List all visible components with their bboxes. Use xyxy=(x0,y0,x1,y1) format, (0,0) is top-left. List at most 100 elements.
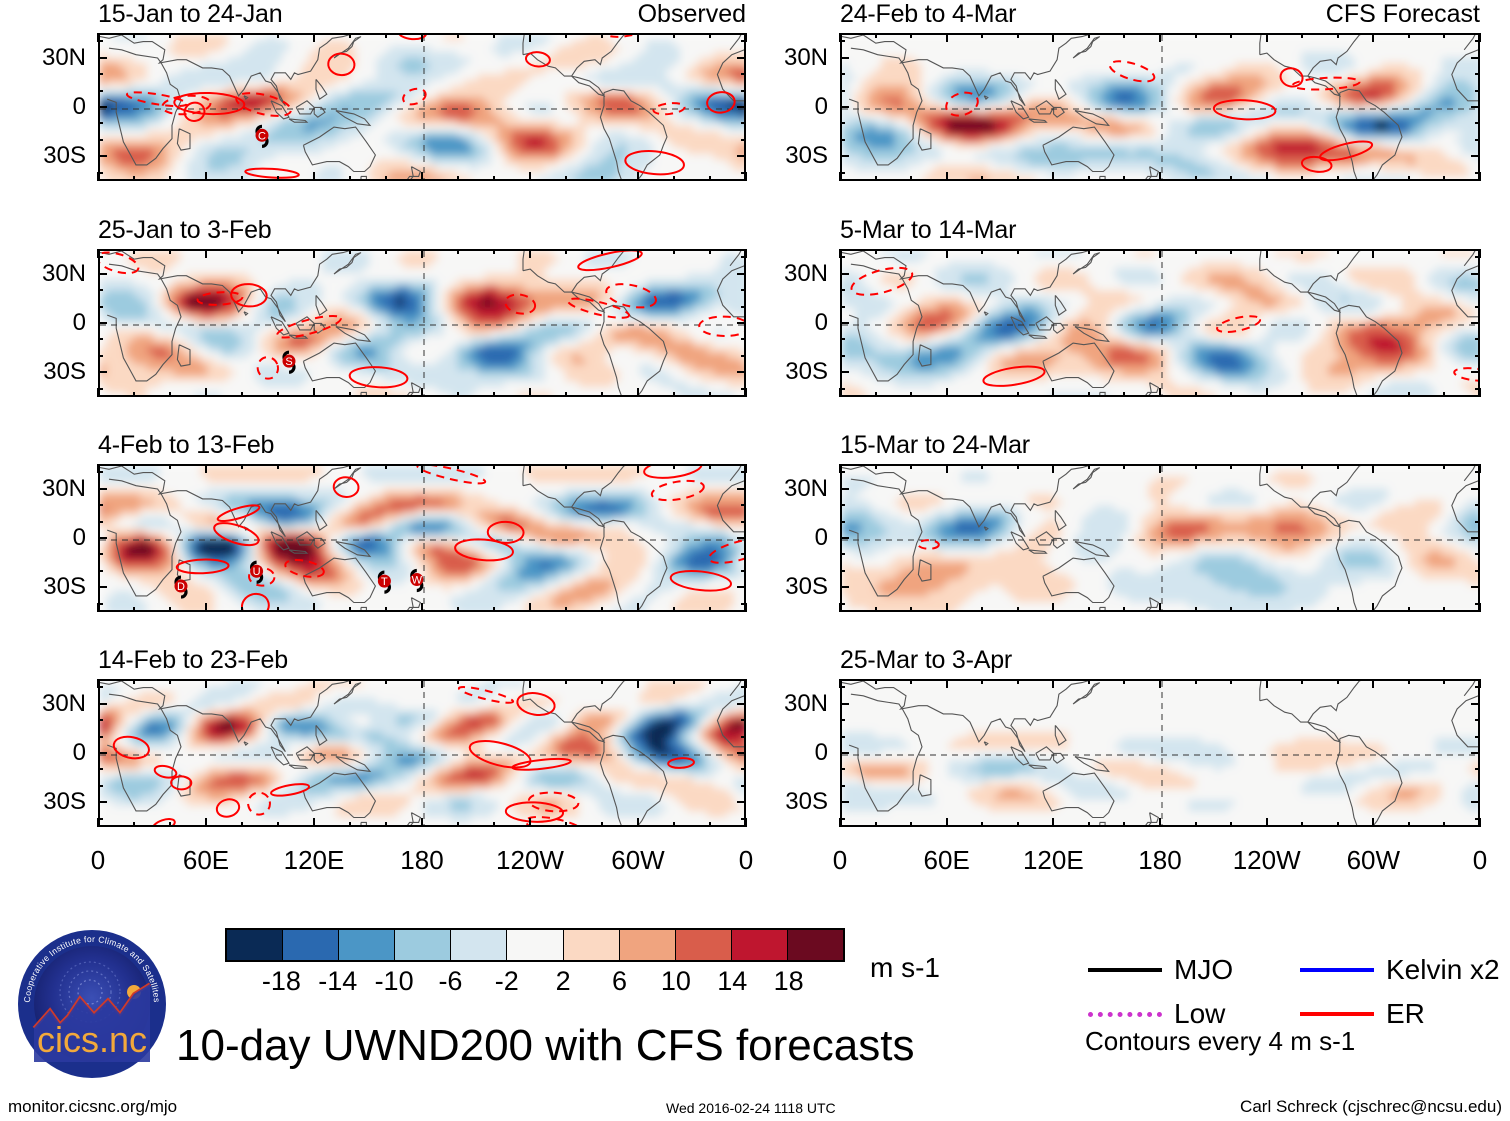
axis-tick xyxy=(1372,818,1375,827)
axis-tick xyxy=(98,768,103,771)
logo-mountain-fill xyxy=(34,984,150,1062)
axis-tick xyxy=(737,487,746,490)
page-title: 10-day UWND200 with CFS forecasts xyxy=(176,1024,914,1068)
map-canvas xyxy=(840,249,1480,397)
axis-tick xyxy=(1301,176,1304,181)
colorbar-swatches xyxy=(225,928,845,962)
axis-tick xyxy=(349,607,351,612)
axis-tick xyxy=(840,305,845,308)
axis-tick xyxy=(205,33,207,42)
footer-url[interactable]: monitor.cicsnc.org/mjo xyxy=(8,1098,177,1115)
axis-tick xyxy=(529,388,531,397)
axis-tick xyxy=(910,679,913,684)
storm-marker-label: D xyxy=(177,581,185,593)
axis-tick xyxy=(98,752,107,754)
axis-tick xyxy=(601,822,603,827)
axis-tick xyxy=(1443,33,1446,38)
axis-tick xyxy=(1123,249,1126,254)
axis-tick xyxy=(741,122,746,125)
axis-tick xyxy=(98,387,103,390)
colorbar-tick-label: 18 xyxy=(774,968,804,995)
er-contours xyxy=(100,251,744,389)
map-panel-cfs-4: 25-Mar to 3-Apr 30N 0 30S xyxy=(750,648,1482,833)
axis-tick xyxy=(737,155,746,158)
footer-timestamp: Wed 2016-02-24 1118 UTC xyxy=(666,1100,836,1117)
axis-tick xyxy=(1372,172,1375,181)
legend-entry-mjo: MJO xyxy=(1088,956,1233,984)
axis-tick xyxy=(839,679,841,688)
axis-tick xyxy=(840,371,849,374)
axis-tick xyxy=(1087,176,1090,181)
axis-tick xyxy=(637,172,639,181)
axis-tick xyxy=(840,387,845,390)
axis-tick xyxy=(1016,822,1019,827)
axis-tick xyxy=(1016,607,1019,612)
x-tick-label: 60W xyxy=(611,847,664,873)
axis-tick xyxy=(98,322,107,324)
axis-tick xyxy=(741,784,746,787)
axis-tick xyxy=(981,33,984,38)
axis-tick xyxy=(457,464,459,469)
axis-tick xyxy=(98,89,103,92)
axis-tick xyxy=(565,607,567,612)
colorbar-units-label: m s-1 xyxy=(870,954,940,982)
axis-tick xyxy=(529,249,531,258)
axis-tick xyxy=(840,338,845,341)
axis-tick xyxy=(457,679,459,684)
panel-title: 15-Mar to 24-Mar xyxy=(840,433,1030,458)
er-contours xyxy=(175,466,744,610)
axis-tick xyxy=(1475,338,1480,341)
axis-tick xyxy=(277,822,279,827)
axis-tick xyxy=(741,553,746,556)
axis-tick xyxy=(1471,537,1480,539)
axis-tick xyxy=(1475,73,1480,76)
anomaly-field xyxy=(100,681,744,825)
axis-tick xyxy=(945,679,948,688)
axis-tick xyxy=(457,607,459,612)
legend-entry-kelvin-x2: Kelvin x2 xyxy=(1300,956,1500,984)
axis-tick xyxy=(1479,818,1481,827)
axis-tick xyxy=(874,464,877,469)
axis-tick xyxy=(385,33,387,38)
axis-tick xyxy=(565,822,567,827)
axis-tick xyxy=(385,392,387,397)
axis-tick xyxy=(1265,818,1268,827)
axis-tick xyxy=(565,392,567,397)
colorbar-segment xyxy=(227,930,284,960)
axis-tick xyxy=(709,607,711,612)
panel-title: 15-Jan to 24-Jan xyxy=(98,2,283,27)
x-tick-label: 0 xyxy=(739,847,753,873)
colorbar-tick-label: -14 xyxy=(318,968,357,995)
y-tick-label: 30S xyxy=(750,144,828,168)
axis-tick xyxy=(1407,679,1410,684)
colorbar-segment xyxy=(619,930,676,960)
axis-tick xyxy=(673,392,675,397)
axis-tick xyxy=(1475,89,1480,92)
axis-tick xyxy=(1265,388,1268,397)
x-tick-label: 120E xyxy=(1023,847,1084,873)
axis-tick xyxy=(840,784,845,787)
axis-tick xyxy=(1123,607,1126,612)
axis-tick xyxy=(741,471,746,474)
axis-tick xyxy=(737,322,746,324)
axis-tick xyxy=(673,33,675,38)
axis-tick xyxy=(1052,603,1055,612)
axis-tick xyxy=(1471,56,1480,59)
axis-tick xyxy=(709,176,711,181)
axis-tick xyxy=(1336,679,1339,684)
y-tick-label: 30N xyxy=(8,261,86,286)
axis-tick xyxy=(565,249,567,254)
axis-tick xyxy=(169,176,171,181)
axis-tick xyxy=(277,607,279,612)
axis-tick xyxy=(839,603,841,612)
er-contours xyxy=(125,35,736,179)
axis-tick xyxy=(133,679,135,684)
axis-tick xyxy=(840,40,845,43)
axis-tick xyxy=(910,607,913,612)
colorbar-tick-label: -10 xyxy=(375,968,414,995)
x-tick-label: 120W xyxy=(496,847,564,873)
storm-marker-label: T xyxy=(381,576,388,588)
axis-tick xyxy=(840,520,845,523)
axis-tick xyxy=(97,464,99,473)
axis-tick xyxy=(741,73,746,76)
